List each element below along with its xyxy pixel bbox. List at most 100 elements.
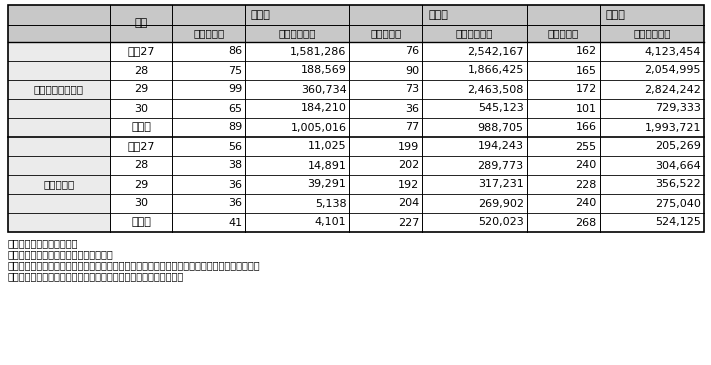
Bar: [527, 80, 600, 99]
Bar: [245, 25, 350, 42]
Bar: [245, 61, 350, 80]
Bar: [109, 156, 172, 175]
Bar: [109, 5, 172, 42]
Text: 289,773: 289,773: [478, 161, 524, 170]
Text: 356,522: 356,522: [656, 180, 701, 189]
Text: 2,824,242: 2,824,242: [644, 85, 701, 95]
Bar: [600, 175, 704, 194]
Text: 4,123,454: 4,123,454: [644, 46, 701, 57]
Bar: [245, 137, 350, 156]
Bar: [172, 137, 245, 156]
Text: 90: 90: [405, 65, 419, 76]
Text: 162: 162: [576, 46, 597, 57]
Bar: [527, 156, 600, 175]
Text: 平成27: 平成27: [127, 46, 155, 57]
Bar: [245, 42, 350, 61]
Bar: [422, 25, 527, 42]
Bar: [350, 42, 422, 61]
Bar: [8, 5, 704, 232]
Text: 77: 77: [405, 123, 419, 132]
Text: ４：外国通貨は、判決日現在の為替レートで日本円に換算した。: ４：外国通貨は、判決日現在の為替レートで日本円に換算した。: [8, 271, 184, 281]
Bar: [422, 118, 527, 137]
Text: 184,210: 184,210: [301, 104, 346, 114]
Text: 240: 240: [575, 161, 597, 170]
Bar: [172, 118, 245, 137]
Text: 520,023: 520,023: [478, 218, 524, 227]
Bar: [245, 213, 350, 232]
Text: 年次: 年次: [134, 19, 148, 28]
Bar: [245, 194, 350, 213]
Text: 5,138: 5,138: [315, 199, 346, 208]
Text: 令和元: 令和元: [131, 123, 151, 132]
Bar: [109, 80, 172, 99]
Text: 165: 165: [576, 65, 597, 76]
Bar: [172, 5, 350, 25]
Text: 28: 28: [134, 161, 148, 170]
Text: 304,664: 304,664: [656, 161, 701, 170]
Bar: [172, 156, 245, 175]
Bar: [172, 194, 245, 213]
Text: 228: 228: [575, 180, 597, 189]
Bar: [245, 118, 350, 137]
Bar: [600, 99, 704, 118]
Text: 36: 36: [228, 180, 242, 189]
Bar: [109, 61, 172, 80]
Bar: [172, 213, 245, 232]
Text: 166: 166: [576, 123, 597, 132]
Text: 76: 76: [405, 46, 419, 57]
Bar: [422, 213, 527, 232]
Bar: [600, 156, 704, 175]
Text: 注１：法務省資料による。: 注１：法務省資料による。: [8, 238, 78, 248]
Bar: [350, 118, 422, 137]
Text: 101: 101: [576, 104, 597, 114]
Text: 204: 204: [398, 199, 419, 208]
Text: 1,993,721: 1,993,721: [644, 123, 701, 132]
Text: 平成27: 平成27: [127, 142, 155, 151]
Text: 金額（千円）: 金額（千円）: [279, 28, 316, 38]
Bar: [527, 137, 600, 156]
Text: 組織的犯罪処罰法: 組織的犯罪処罰法: [34, 85, 84, 95]
Bar: [350, 175, 422, 194]
Text: 2,463,508: 2,463,508: [467, 85, 524, 95]
Text: 令和元: 令和元: [131, 218, 151, 227]
Text: 金額（千円）: 金額（千円）: [633, 28, 670, 38]
Text: 人員（人）: 人員（人）: [370, 28, 402, 38]
Text: 2,054,995: 2,054,995: [644, 65, 701, 76]
Text: 199: 199: [398, 142, 419, 151]
Bar: [109, 99, 172, 118]
Text: 202: 202: [398, 161, 419, 170]
Bar: [422, 175, 527, 194]
Bar: [8, 137, 109, 232]
Text: 89: 89: [228, 123, 242, 132]
Bar: [350, 5, 527, 25]
Text: 11,025: 11,025: [308, 142, 346, 151]
Text: 2,542,167: 2,542,167: [467, 46, 524, 57]
Bar: [600, 42, 704, 61]
Text: 36: 36: [228, 199, 242, 208]
Text: ３：共犯者に重複して言い渡された没収・追徴は、重複部分を控除した金額を計上している。: ３：共犯者に重複して言い渡された没収・追徴は、重複部分を控除した金額を計上してい…: [8, 260, 261, 270]
Text: 65: 65: [228, 104, 242, 114]
Bar: [527, 5, 704, 25]
Bar: [109, 42, 172, 61]
Bar: [422, 61, 527, 80]
Bar: [350, 137, 422, 156]
Bar: [172, 42, 245, 61]
Text: 255: 255: [576, 142, 597, 151]
Bar: [422, 80, 527, 99]
Bar: [527, 99, 600, 118]
Bar: [422, 137, 527, 156]
Bar: [350, 80, 422, 99]
Text: 39,291: 39,291: [308, 180, 346, 189]
Bar: [600, 80, 704, 99]
Bar: [527, 42, 600, 61]
Text: 188,569: 188,569: [301, 65, 346, 76]
Text: 1,866,425: 1,866,425: [467, 65, 524, 76]
Bar: [8, 42, 109, 137]
Bar: [172, 99, 245, 118]
Bar: [600, 25, 704, 42]
Text: 86: 86: [228, 46, 242, 57]
Text: 金額（千円）: 金額（千円）: [456, 28, 493, 38]
Bar: [600, 118, 704, 137]
Text: 192: 192: [398, 180, 419, 189]
Text: 545,123: 545,123: [478, 104, 524, 114]
